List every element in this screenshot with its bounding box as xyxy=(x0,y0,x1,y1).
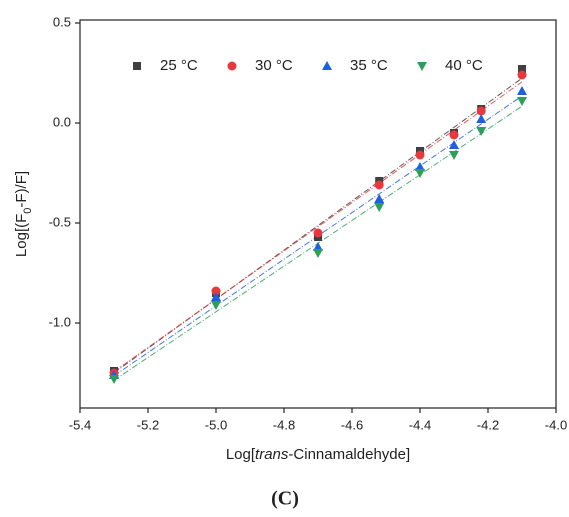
y-label-part: 0 xyxy=(22,208,34,214)
marker xyxy=(415,169,425,178)
y-tick-label: -1.0 xyxy=(49,314,71,329)
x-tick-label: -5.0 xyxy=(205,417,227,432)
y-label-part: Log[(F xyxy=(13,214,30,257)
marker xyxy=(476,114,487,123)
legend-marker xyxy=(133,62,141,70)
marker xyxy=(415,162,425,171)
legend-label: 40 °C xyxy=(445,57,483,74)
y-axis-label: Log[(F0-F)/F] xyxy=(13,171,34,257)
marker xyxy=(449,151,459,160)
marker xyxy=(518,65,526,73)
legend-marker xyxy=(417,62,427,71)
marker xyxy=(374,194,385,203)
marker xyxy=(313,249,323,258)
legend-marker xyxy=(227,61,237,71)
x-label-part: -Cinnamaldehyde] xyxy=(288,446,410,463)
marker xyxy=(476,106,486,116)
legend-label: 25 °C xyxy=(160,57,198,74)
legend-label: 35 °C xyxy=(350,57,388,74)
x-tick-label: -5.2 xyxy=(137,417,159,432)
x-tick-label: -4.6 xyxy=(341,417,363,432)
marker xyxy=(211,292,221,301)
marker xyxy=(517,86,527,95)
caption: (C) xyxy=(271,488,299,510)
x-axis-label: Log[trans-Cinnamaldehyde] xyxy=(226,446,410,463)
marker xyxy=(211,286,221,296)
y-tick-label: 0.5 xyxy=(53,14,71,29)
marker xyxy=(374,180,384,190)
marker xyxy=(415,150,425,160)
plot-frame xyxy=(79,19,557,409)
marker xyxy=(517,97,527,106)
marker xyxy=(109,375,119,384)
marker xyxy=(476,127,487,136)
x-label-part: trans xyxy=(255,446,289,463)
fit-line xyxy=(113,81,523,373)
y-label-part: -F)/F] xyxy=(13,171,30,208)
marker xyxy=(313,242,323,251)
x-label-part: Log[ xyxy=(226,446,256,463)
x-tick-label: -5.4 xyxy=(69,417,91,432)
legend-label: 30 °C xyxy=(255,57,293,74)
marker xyxy=(449,140,459,149)
y-tick-label: -0.5 xyxy=(49,214,71,229)
x-tick-label: -4.4 xyxy=(409,417,431,432)
x-tick-label: -4.0 xyxy=(545,417,567,432)
x-tick-label: -4.8 xyxy=(273,417,295,432)
x-tick-label: -4.2 xyxy=(477,417,499,432)
fit-line xyxy=(113,77,523,374)
legend-marker xyxy=(322,61,332,70)
y-tick-label: 0.0 xyxy=(53,114,71,129)
marker xyxy=(449,130,459,140)
marker xyxy=(517,70,527,80)
marker xyxy=(313,228,323,238)
marker xyxy=(211,301,221,310)
marker xyxy=(374,203,385,212)
